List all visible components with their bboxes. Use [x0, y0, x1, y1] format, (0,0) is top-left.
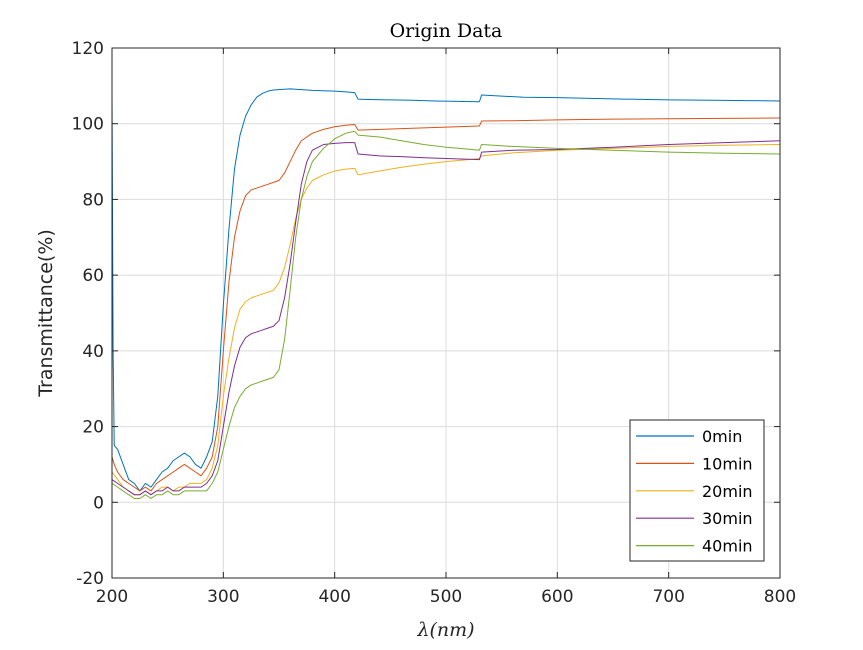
y-tick-label: -20 [76, 569, 104, 589]
legend-label-0min: 0min [702, 427, 742, 446]
legend-label-30min: 30min [702, 509, 753, 528]
y-axis-title: Transmittance(%) [35, 229, 57, 398]
y-tick-label: 120 [72, 39, 104, 59]
legend-items: 0min 10min 20min 30min 40min [636, 427, 753, 556]
y-tick-label: 0 [93, 493, 104, 513]
legend-label-20min: 20min [702, 482, 753, 501]
legend-label-40min: 40min [702, 537, 753, 556]
legend-label-10min: 10min [702, 454, 753, 473]
x-tick-label: 600 [541, 587, 573, 607]
x-tick-label: 500 [430, 587, 462, 607]
y-tick-label: 20 [82, 418, 104, 438]
axis-ticks: 200 300 400 500 600 700 800 -20 0 20 40 60 80 100 120 [72, 39, 797, 607]
y-tick-label: 80 [82, 190, 104, 210]
x-tick-label: 800 [764, 587, 796, 607]
series-line-20min [111, 144, 781, 496]
chart-title: Origin Data [390, 20, 503, 42]
x-tick-label: 300 [207, 587, 239, 607]
series-line-30min [111, 140, 781, 496]
y-tick-label: 100 [72, 115, 104, 135]
x-tick-label: 700 [652, 587, 684, 607]
series-lines [111, 88, 781, 499]
x-tick-label: 400 [318, 587, 350, 607]
series-line-10min [111, 117, 781, 492]
series-line-0min [111, 88, 781, 492]
series-line-40min [111, 130, 781, 499]
y-tick-label: 60 [82, 266, 104, 286]
legend: 0min 10min 20min 30min 40min [629, 419, 765, 562]
x-tick-label: 200 [96, 587, 128, 607]
x-axis-title: λ(nm) [416, 619, 474, 641]
y-tick-label: 40 [82, 342, 104, 362]
